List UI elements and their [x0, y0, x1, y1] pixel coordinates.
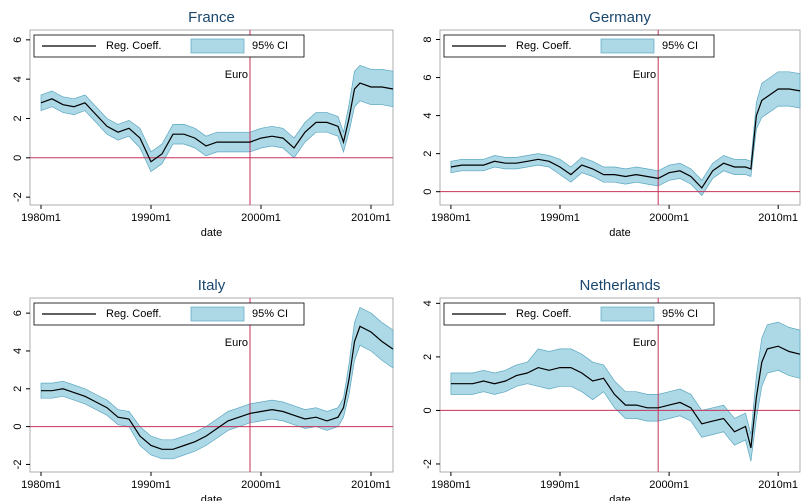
x-tick-label: 2010m1 [351, 212, 391, 224]
x-tick-label: 1980m1 [21, 479, 61, 491]
y-tick-label: 6 [422, 74, 434, 80]
panel: France date -2 0 2 4 6 1980m1 1990m1 2000m1 2010m1… [12, 9, 394, 239]
y-tick-label: -2 [12, 460, 24, 470]
panel: Germany date 0 2 4 6 8 1980m1 1990m1 2000m1 2010m1… [422, 9, 801, 239]
chart-title: France [188, 9, 235, 26]
x-axis-label: date [609, 494, 630, 501]
x-axis-label: date [609, 227, 630, 239]
ci-band [40, 64, 394, 173]
x-tick-label: 1980m1 [431, 479, 471, 491]
x-tick-label: 2000m1 [649, 479, 689, 491]
chart-title: Netherlands [580, 277, 661, 294]
coef-line [450, 345, 801, 449]
legend-swatch [600, 306, 655, 322]
ci-band [40, 307, 394, 460]
x-tick-label: 1980m1 [431, 212, 471, 224]
y-tick-label: 2 [422, 354, 434, 360]
annotation: Euro [633, 337, 656, 349]
y-tick-label: 2 [12, 386, 24, 392]
ci-band [450, 71, 801, 197]
panel: Italy date -2 0 2 4 6 1980m1 1990m1 2000m1 2010m1 R… [12, 277, 394, 501]
y-tick-label: 4 [422, 113, 434, 119]
x-tick-label: 2010m1 [758, 479, 798, 491]
y-tick-label: 0 [12, 155, 24, 161]
coef-line [40, 82, 394, 163]
plot-area [29, 297, 394, 473]
y-tick-label: 0 [12, 424, 24, 430]
x-tick-label: 1990m1 [540, 212, 580, 224]
legend-label: 95% CI [662, 308, 698, 320]
x-tick-label: 2000m1 [649, 212, 689, 224]
x-tick-label: 2010m1 [351, 479, 391, 491]
x-tick-label: 1980m1 [21, 212, 61, 224]
legend-label: 95% CI [252, 40, 288, 52]
x-axis-label: date [201, 227, 222, 239]
y-tick-label: -2 [12, 192, 24, 202]
y-tick-label: 0 [422, 407, 434, 413]
y-tick-label: 8 [422, 36, 434, 42]
x-tick-label: 1990m1 [131, 212, 171, 224]
x-axis-label: date [201, 494, 222, 501]
y-tick-label: 4 [422, 300, 434, 306]
ci-band [450, 321, 801, 462]
y-tick-label: 4 [12, 76, 24, 82]
annotation: Euro [633, 69, 656, 81]
panel: Netherlands date -2 0 2 4 1980m1 1990m1 2000m1 20… [422, 277, 801, 501]
y-tick-label: 6 [12, 37, 24, 43]
legend-swatch [600, 38, 655, 54]
legend-label: 95% CI [662, 40, 698, 52]
y-tick-label: 0 [422, 189, 434, 195]
legend-swatch [190, 306, 245, 322]
legend-label: Reg. Coeff. [106, 308, 161, 320]
y-tick-label: 2 [422, 151, 434, 157]
x-tick-label: 1990m1 [540, 479, 580, 491]
legend-label: Reg. Coeff. [106, 40, 161, 52]
x-tick-label: 1990m1 [131, 479, 171, 491]
x-tick-label: 2000m1 [241, 212, 281, 224]
annotation: Euro [225, 69, 248, 81]
y-tick-label: 4 [12, 348, 24, 354]
legend-label: Reg. Coeff. [516, 308, 571, 320]
x-tick-label: 2000m1 [241, 479, 281, 491]
coef-line [41, 325, 394, 450]
legend-label: Reg. Coeff. [516, 40, 571, 52]
annotation: Euro [225, 337, 248, 349]
x-tick-label: 2010m1 [758, 212, 798, 224]
y-tick-label: 2 [12, 115, 24, 121]
y-tick-label: 6 [12, 310, 24, 316]
legend-label: 95% CI [252, 308, 288, 320]
chart-title: Germany [589, 9, 651, 26]
coef-line [450, 88, 801, 189]
chart-title: Italy [198, 277, 226, 294]
legend-swatch [190, 38, 245, 54]
y-tick-label: -2 [422, 459, 434, 469]
